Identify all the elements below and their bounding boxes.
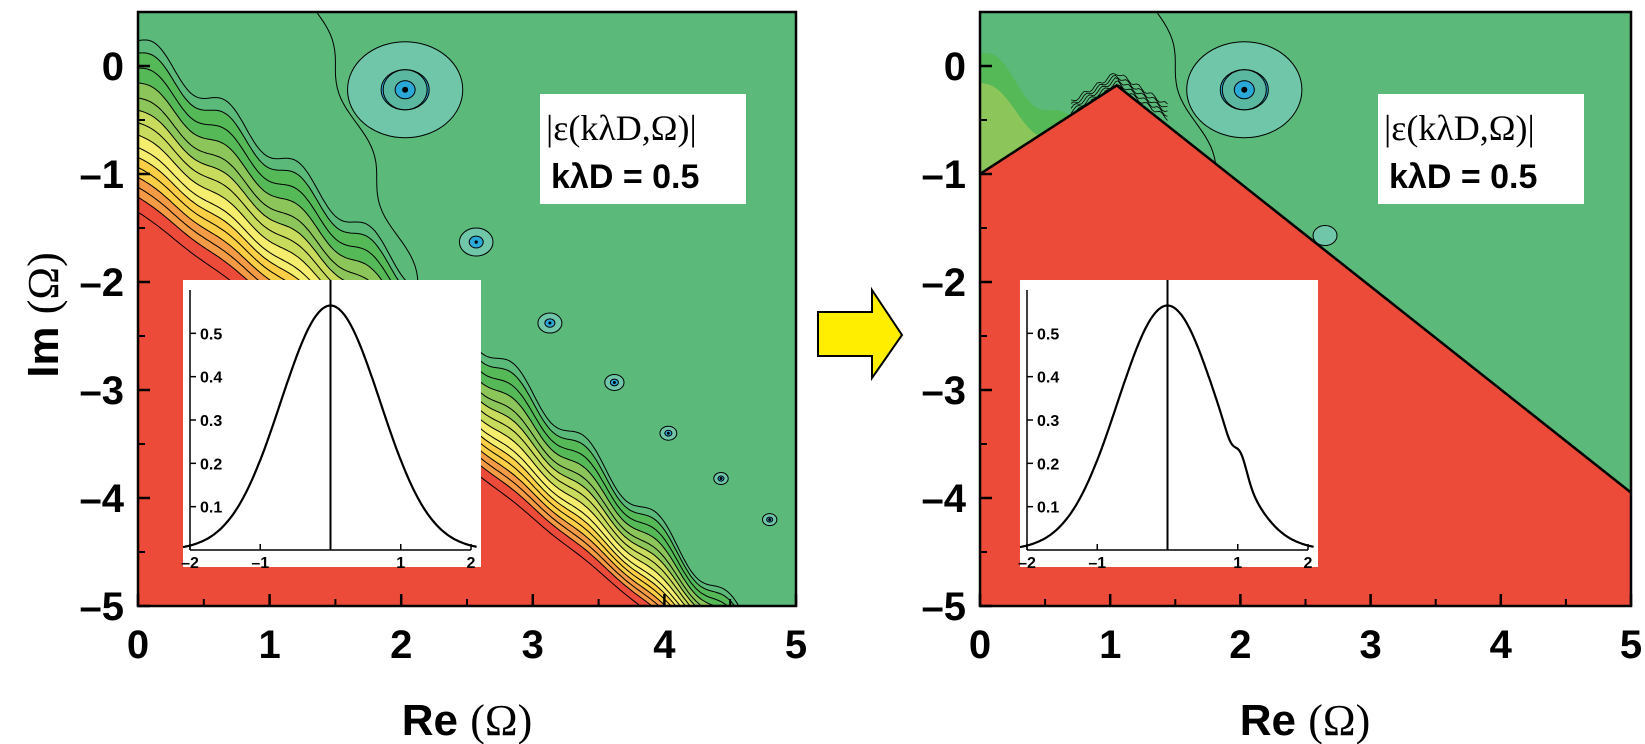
left-xtick-label: 4 [653,623,676,667]
right-poles [1186,41,1338,247]
right-xlabel: Re (Ω) [1240,696,1371,744]
right-ytick-label: –5 [922,585,967,629]
right-ytick-label: –4 [922,477,967,521]
right-inset-ytick-label: 0.2 [1037,456,1059,473]
left-panel: 0 1 2 3 4 5 0 –1 –2 –3 –4 –5 |ε(kλD,Ω)| kλD = 0.5 0… [19,10,808,744]
left-ytick-label: –4 [80,477,125,521]
right-inset-ytick-label: 0.5 [1037,326,1059,343]
right-xtick-label: 5 [1620,623,1642,667]
right-pole-core [1241,86,1248,93]
right-contour-line [1070,74,1168,108]
left-poles [347,41,778,527]
left-xlabel: Re (Ω) [402,696,533,744]
left-pole-core [719,477,723,481]
right-inset-xtick-label: –1 [1088,555,1106,572]
left-pole-core [474,240,478,244]
left-inset-ytick-label: 0.1 [200,500,222,517]
right-panel: 0 1 2 3 4 5 0 –1 –2 –3 –4 –5 |ε(kλD,Ω)| kλD = 0.5 0… [922,10,1643,744]
left-ylabel: Im (Ω) [19,252,68,378]
left-annotation-box: |ε(kλD,Ω)| kλD = 0.5 [540,94,746,204]
left-pole-core [768,518,772,522]
right-xtick-label: 4 [1490,623,1513,667]
right-inset-xtick-label: 2 [1304,555,1313,572]
right-annotation-line1: |ε(kλD,Ω)| [1384,108,1535,148]
left-ytick-label: –5 [80,585,125,629]
left-inset-ytick-label: 0.2 [200,456,222,473]
right-ytick-label: 0 [944,45,966,89]
left-inset-ytick-label: 0.4 [200,370,222,387]
right-annotation-line2: kλD = 0.5 [1389,158,1537,196]
left-inset-xtick-label: –2 [181,555,199,572]
left-pole-core [612,380,616,384]
right-inset-xtick-label: –2 [1018,555,1036,572]
left-pole-core [402,86,409,93]
right-xtick-label: 3 [1359,623,1381,667]
right-xtick-label: 1 [1099,623,1121,667]
right-inset: 0.1 0.2 0.3 0.4 0.5 –2 –1 1 2 [1018,280,1318,572]
transition-arrow-icon [817,286,904,382]
left-axis-ticks: 0 1 2 3 4 5 0 –1 –2 –3 –4 –5 [80,45,808,667]
right-inset-xtick-label: 1 [1233,555,1242,572]
left-inset-xtick-label: –1 [251,555,269,572]
left-inset-ticks: 0.1 0.2 0.3 0.4 0.5 –2 –1 1 2 [181,280,476,572]
right-ytick-label: –1 [922,153,967,197]
left-xtick-label: 2 [390,623,412,667]
left-pole-core [666,431,670,435]
left-inset-ytick-label: 0.3 [200,413,222,430]
left-inset: 0.1 0.2 0.3 0.4 0.5 –2 –1 1 2 [181,280,481,572]
right-axis-ticks: 0 1 2 3 4 5 0 –1 –2 –3 –4 –5 [922,45,1643,667]
right-inset-ticks: 0.1 0.2 0.3 0.4 0.5 –2 –1 1 2 [1018,280,1313,572]
left-xtick-label: 3 [522,623,544,667]
right-contour-line [1070,77,1168,113]
right-annotation-box: |ε(kλD,Ω)| kλD = 0.5 [1378,94,1584,204]
right-contour-line [1071,73,1168,105]
left-inset-xtick-label: 2 [467,555,476,572]
left-pole-core [548,321,552,325]
left-inset-xtick-label: 1 [396,555,405,572]
left-annotation-line1: |ε(kλD,Ω)| [546,108,697,148]
left-inset-ytick-label: 0.5 [200,326,222,343]
left-xtick-label: 5 [785,623,807,667]
right-pole-partial [1312,225,1338,247]
right-xtick-label: 2 [1229,623,1251,667]
right-contour-line [1070,80,1168,117]
right-ytick-label: –3 [922,369,967,413]
right-inset-ytick-label: 0.1 [1037,500,1059,517]
left-ytick-label: –1 [80,153,125,197]
right-xtick-label: 0 [969,623,991,667]
left-ytick-label: –3 [80,369,125,413]
left-xtick-label: 1 [258,623,280,667]
right-inset-ytick-label: 0.4 [1037,370,1059,387]
left-ytick-label: –2 [80,261,125,305]
right-ytick-label: –2 [922,261,967,305]
left-xtick-label: 0 [127,623,149,667]
left-annotation-line2: kλD = 0.5 [551,158,699,196]
right-inset-ytick-label: 0.3 [1037,413,1059,430]
left-ytick-label: 0 [102,45,124,89]
